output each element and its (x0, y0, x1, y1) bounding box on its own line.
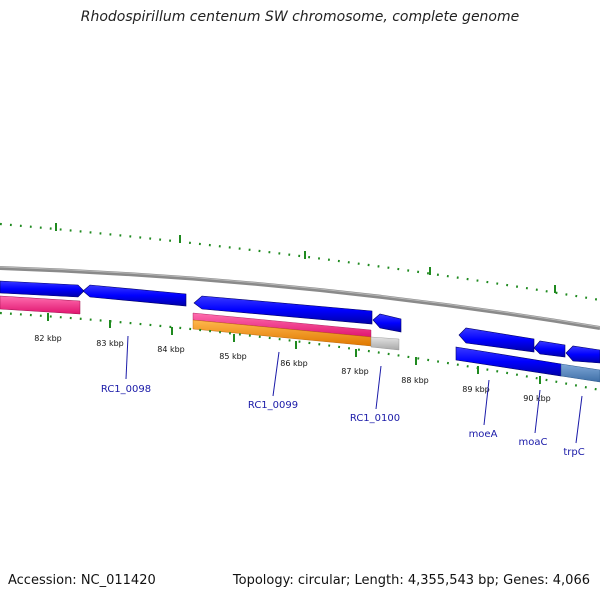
gene-feature[interactable] (193, 295, 373, 325)
gene-label-leaders (125, 335, 583, 444)
kbp-label: 90 kbp (523, 394, 551, 403)
gene-feature[interactable] (533, 340, 566, 358)
gene-label-trpc[interactable]: trpC (563, 447, 584, 458)
gene-features (0, 280, 600, 383)
gene-feature[interactable] (372, 313, 402, 333)
gene-label-rc1-0100[interactable]: RC1_0100 (350, 413, 400, 424)
kbp-tick-labels: 82 kbp 83 kbp 84 kbp 85 kbp 86 kbp 87 kb… (34, 334, 551, 403)
genome-summary-text: Topology: circular; Length: 4,355,543 bp… (232, 573, 590, 588)
gene-labels: RC1_0098 RC1_0099 RC1_0100 moeA moaC trp… (101, 384, 585, 458)
gene-label-rc1-0098[interactable]: RC1_0098 (101, 384, 151, 395)
inner-ruler-dots (0, 311, 600, 392)
gene-label-moea[interactable]: moeA (469, 429, 498, 440)
kbp-label: 86 kbp (280, 359, 308, 368)
accession-text: Accession: NC_011420 (8, 573, 156, 588)
kbp-label: 84 kbp (157, 345, 185, 354)
inner-major-ticks (47, 313, 541, 384)
map-title: Rhodospirillum centenum SW chromosome, c… (80, 9, 520, 25)
kbp-label: 82 kbp (34, 334, 62, 343)
inner-tick-ruler (0, 311, 600, 392)
chromosome-backbone (0, 266, 600, 330)
kbp-label: 87 kbp (341, 367, 369, 376)
kbp-label: 85 kbp (219, 352, 247, 361)
gene-feature[interactable] (0, 280, 85, 298)
gene-feature-steel[interactable] (560, 363, 600, 383)
outer-tick-ruler (0, 222, 600, 302)
gene-label-moac[interactable]: moaC (519, 437, 548, 448)
kbp-label: 89 kbp (462, 385, 490, 394)
gene-label-rc1-0099[interactable]: RC1_0099 (248, 400, 298, 411)
chromosome-backbone-highlight (0, 266, 600, 328)
gene-feature-pink[interactable] (0, 295, 81, 315)
kbp-label: 83 kbp (96, 339, 124, 348)
outer-major-ticks (55, 223, 556, 293)
gene-feature-grey[interactable] (370, 336, 400, 351)
gene-feature[interactable] (458, 327, 535, 353)
gene-feature[interactable] (565, 345, 600, 364)
outer-ruler-dots (0, 222, 600, 302)
kbp-label: 88 kbp (401, 376, 429, 385)
gene-feature[interactable] (82, 284, 187, 307)
